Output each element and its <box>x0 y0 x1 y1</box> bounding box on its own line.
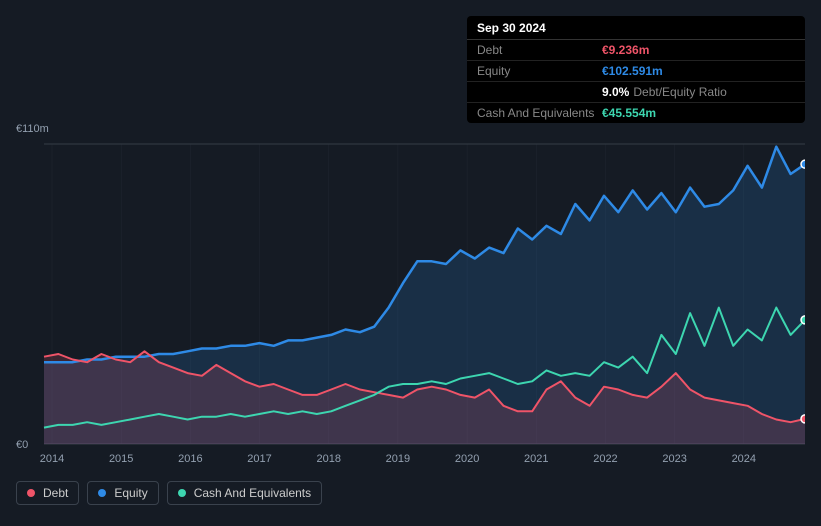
tooltip-row-value: €9.236m <box>602 43 649 57</box>
x-axis-label: 2020 <box>455 453 479 465</box>
legend-dot-icon <box>98 489 106 497</box>
legend-item[interactable]: Equity <box>87 481 158 505</box>
x-axis-label: 2018 <box>316 453 340 465</box>
x-axis-label: 2021 <box>524 453 548 465</box>
legend-item-label: Equity <box>114 486 147 500</box>
tooltip-row: Debt€9.236m <box>467 40 805 61</box>
tooltip: Sep 30 2024 Debt€9.236mEquity€102.591m9.… <box>467 16 805 123</box>
tooltip-row: 9.0%Debt/Equity Ratio <box>467 82 805 103</box>
legend: Debt Equity Cash And Equivalents <box>16 481 322 505</box>
x-axis-label: 2023 <box>662 453 686 465</box>
y-axis-label: €0 <box>16 439 28 451</box>
tooltip-row-sub: Debt/Equity Ratio <box>633 85 726 99</box>
x-axis-label: 2019 <box>386 453 410 465</box>
equity-end-marker-icon <box>801 160 805 168</box>
tooltip-date: Sep 30 2024 <box>467 16 805 40</box>
x-axis-label: 2022 <box>593 453 617 465</box>
tooltip-row-value: 9.0%Debt/Equity Ratio <box>602 85 727 99</box>
legend-item[interactable]: Cash And Equivalents <box>167 481 322 505</box>
cash-end-marker-icon <box>801 316 805 324</box>
tooltip-row-value: €102.591m <box>602 64 663 78</box>
tooltip-row-label: Debt <box>477 43 602 57</box>
tooltip-row-label <box>477 85 602 99</box>
y-axis-label: €110m <box>16 123 49 135</box>
legend-dot-icon <box>178 489 186 497</box>
tooltip-row: Cash And Equivalents€45.554m <box>467 103 805 123</box>
tooltip-row-label: Equity <box>477 64 602 78</box>
tooltip-row-value: €45.554m <box>602 106 656 120</box>
legend-item[interactable]: Debt <box>16 481 79 505</box>
tooltip-row-label: Cash And Equivalents <box>477 106 602 120</box>
x-axis-label: 2014 <box>40 453 64 465</box>
x-axis-label: 2016 <box>178 453 202 465</box>
x-axis-label: 2015 <box>109 453 133 465</box>
legend-item-label: Debt <box>43 486 68 500</box>
x-axis-label: 2024 <box>732 453 756 465</box>
legend-dot-icon <box>27 489 35 497</box>
tooltip-rows: Debt€9.236mEquity€102.591m9.0%Debt/Equit… <box>467 40 805 123</box>
debt-end-marker-icon <box>801 415 805 423</box>
x-axis-label: 2017 <box>247 453 271 465</box>
legend-item-label: Cash And Equivalents <box>194 486 311 500</box>
tooltip-row: Equity€102.591m <box>467 61 805 82</box>
